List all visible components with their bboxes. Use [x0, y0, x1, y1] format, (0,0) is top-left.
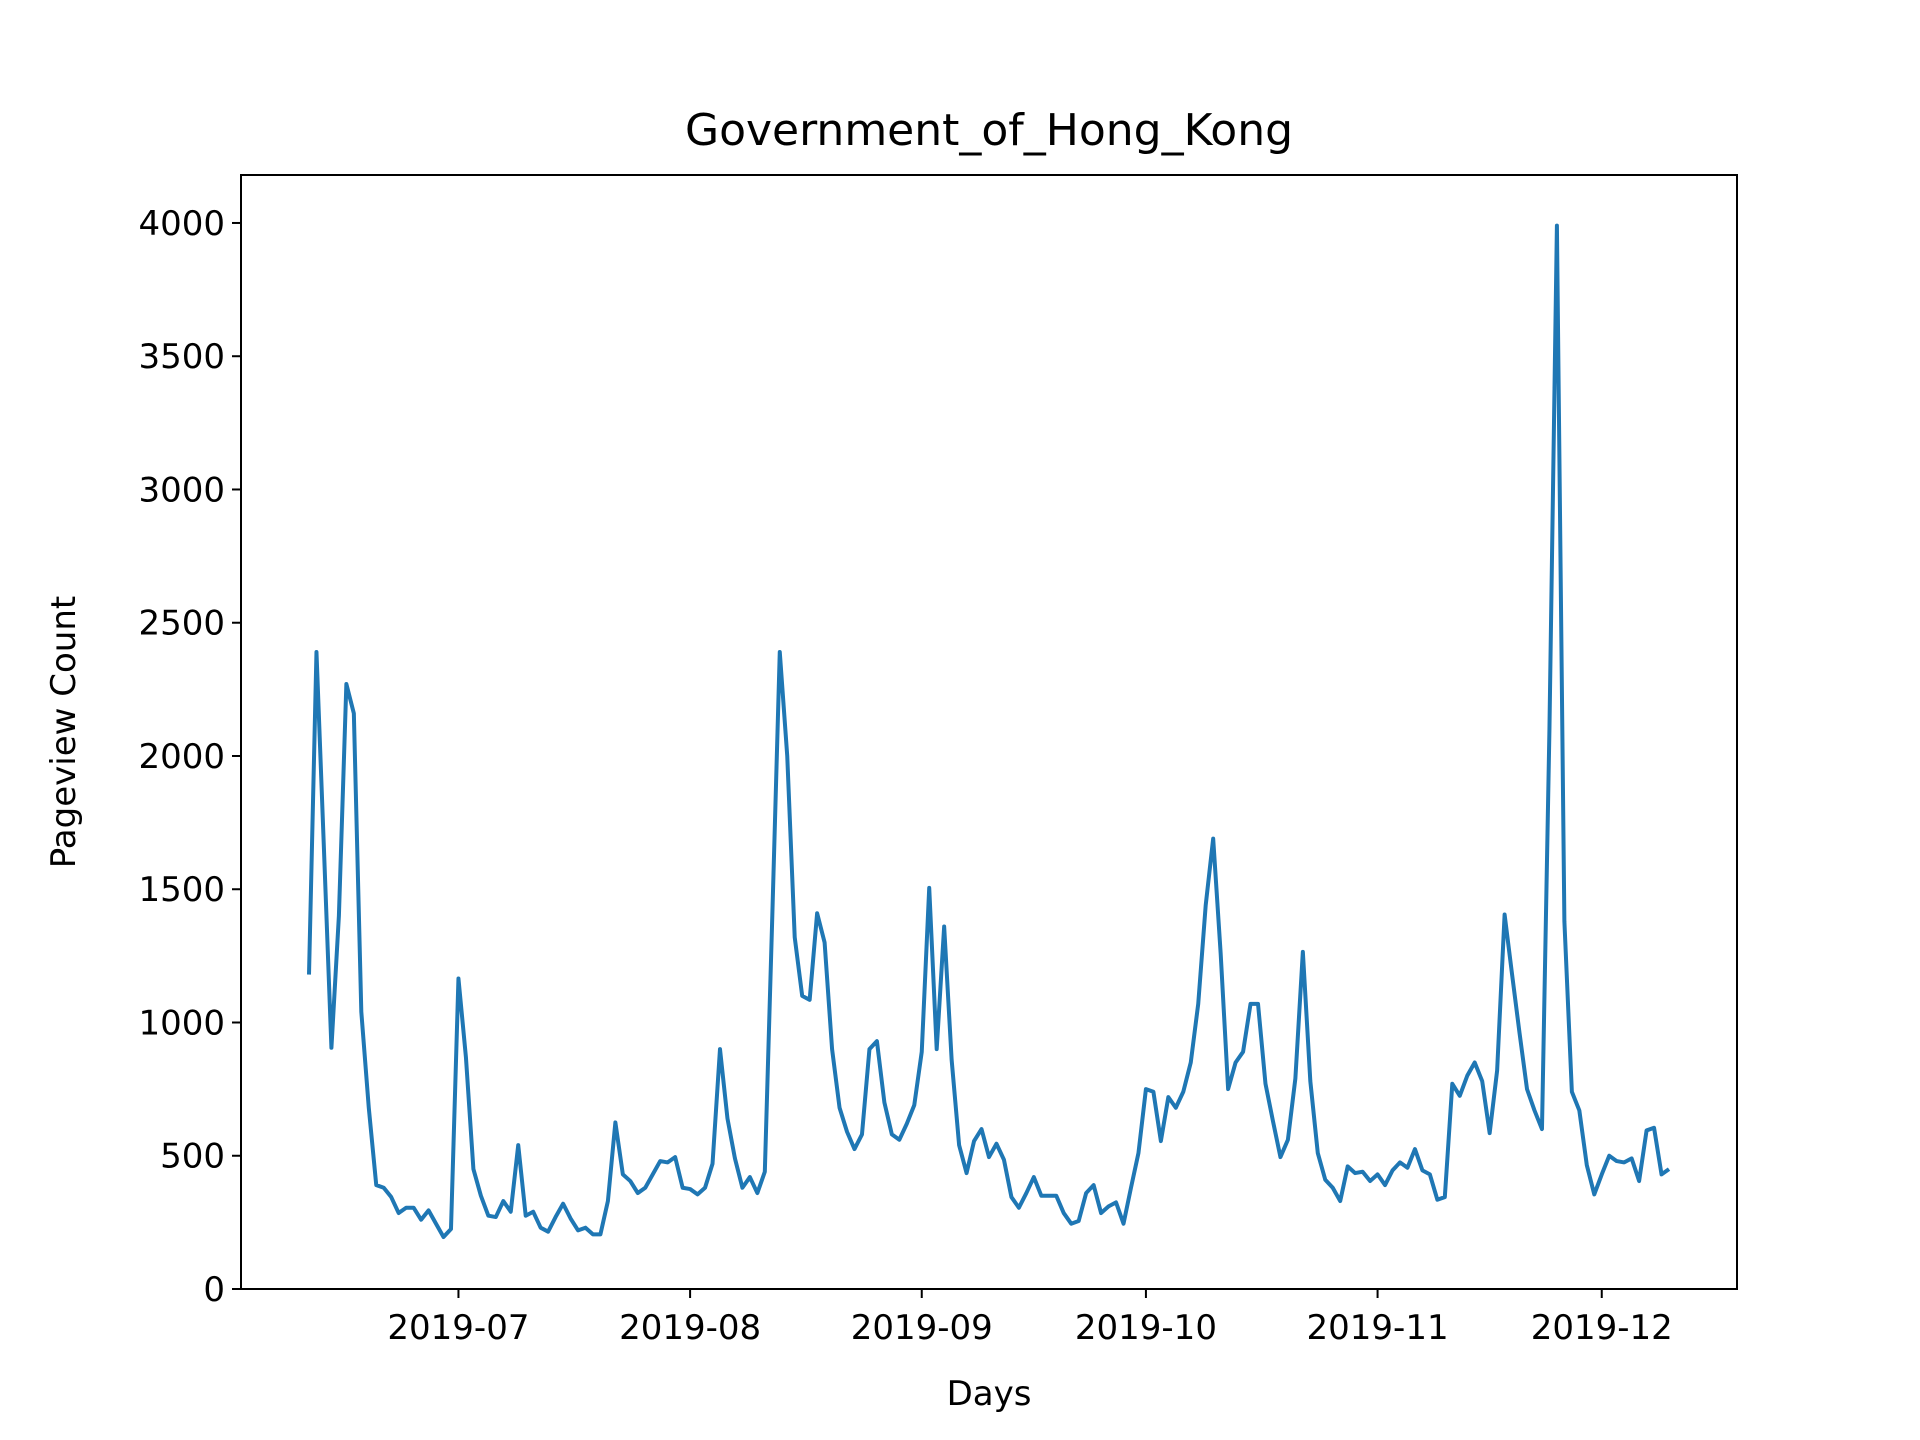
plot-frame	[240, 174, 1738, 1290]
chart-title: Government_of_Hong_Kong	[685, 105, 1293, 156]
data-line	[307, 223, 1671, 1240]
x-tick-label: 2019-09	[851, 1308, 993, 1348]
x-tick-label: 2019-12	[1531, 1308, 1673, 1348]
x-tick-label: 2019-07	[387, 1308, 529, 1348]
y-tick-label: 500	[160, 1137, 225, 1177]
x-tick-label: 2019-08	[619, 1308, 761, 1348]
x-tick-label: 2019-10	[1075, 1308, 1217, 1348]
x-axis-label: Days	[947, 1374, 1032, 1414]
y-tick-label: 2000	[138, 737, 225, 777]
y-tick-label: 0	[203, 1270, 225, 1310]
x-tick-label: 2019-11	[1307, 1308, 1449, 1348]
y-axis-label: Pageview Count	[44, 596, 84, 868]
y-tick-label: 1500	[138, 870, 225, 910]
y-tick-label: 4000	[138, 204, 225, 244]
y-tick-label: 3000	[138, 470, 225, 510]
y-tick-label: 3500	[138, 337, 225, 377]
y-tick-label: 2500	[138, 604, 225, 644]
y-tick-label: 1000	[138, 1003, 225, 1043]
